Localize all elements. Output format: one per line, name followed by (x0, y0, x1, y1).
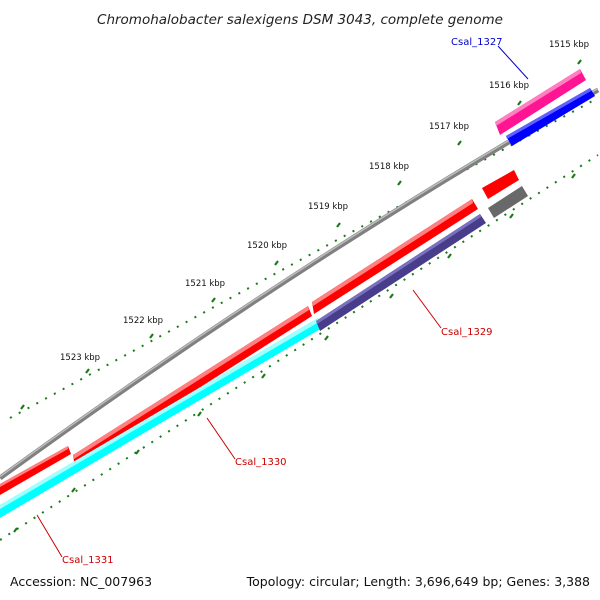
outer-minor-ticks (9, 97, 599, 419)
callout-line-csal-1329 (412, 289, 442, 329)
gene-feature-highlight (0, 318, 319, 509)
major-tick (517, 100, 522, 106)
major-tick (336, 222, 341, 228)
reverse-strand-genes (0, 186, 528, 518)
scale-label: 1517 kbp (429, 122, 469, 132)
gene-feature-highlight (316, 214, 481, 324)
gene-gray-feature[interactable] (488, 186, 528, 218)
major-tick (397, 180, 402, 186)
major-tick (571, 173, 576, 179)
gene-label-csal-1330[interactable]: Csal_1330 (235, 457, 287, 468)
gene-labels: Csal_1327 Csal_1329 Csal_1330 Csal_1331 (62, 37, 503, 566)
major-tick (85, 368, 90, 374)
scale-label: 1515 kbp (549, 40, 589, 50)
gene-feature[interactable] (0, 446, 71, 495)
outer-major-ticks (20, 59, 582, 410)
major-tick (457, 140, 462, 146)
gene-csal-1329-sense-feature[interactable] (312, 199, 478, 314)
scale-label: 1521 kbp (185, 279, 225, 289)
callout-line-csal-1330 (206, 417, 236, 460)
gene-feature-highlight (312, 199, 473, 306)
inner-tick-track (0, 154, 599, 541)
callout-line-csal-1331 (36, 514, 63, 558)
major-tick (197, 411, 202, 417)
gene-csal-1330-feature[interactable] (73, 306, 312, 467)
gene-feature-highlight (506, 88, 591, 139)
major-tick (20, 404, 25, 410)
gene-blue-feature[interactable] (506, 88, 595, 146)
major-tick (211, 297, 216, 303)
major-tick (149, 333, 154, 339)
backbone-line (0, 87, 600, 481)
gene-label-csal-1327[interactable]: Csal_1327 (451, 37, 503, 48)
genome-backbone (0, 87, 600, 481)
major-tick (274, 260, 279, 266)
major-tick (71, 487, 76, 493)
gene-navy-feature[interactable] (316, 214, 486, 331)
scale-label: 1518 kbp (369, 162, 409, 172)
forward-strand-genes (0, 69, 595, 495)
scale-labels: 1515 kbp 1516 kbp 1517 kbp 1518 kbp 1519… (60, 40, 589, 363)
outer-tick-track (9, 97, 599, 419)
gene-csal-1327-feature[interactable] (495, 69, 586, 135)
major-tick (509, 213, 514, 219)
callout-line-csal-1327 (497, 45, 529, 80)
gene-callouts (36, 45, 529, 558)
gene-csal-1331-feature[interactable] (0, 318, 322, 518)
major-tick (577, 59, 582, 65)
gene-feature-small[interactable] (482, 170, 519, 199)
gene-label-csal-1331[interactable]: Csal_1331 (62, 555, 114, 566)
scale-label: 1519 kbp (308, 202, 348, 212)
major-tick (324, 335, 329, 341)
scale-label: 1522 kbp (123, 316, 163, 326)
major-tick (135, 449, 140, 455)
major-tick (447, 253, 452, 259)
major-tick (389, 293, 394, 299)
scale-label: 1523 kbp (60, 353, 100, 363)
gene-feature-highlight (495, 69, 581, 126)
genome-summary-text: Topology: circular; Length: 3,696,649 bp… (246, 574, 590, 589)
gene-label-csal-1329[interactable]: Csal_1329 (441, 327, 493, 338)
map-title: Chromohalobacter salexigens DSM 3043, co… (97, 12, 503, 28)
gene-feature-highlight (73, 306, 309, 459)
major-tick (261, 373, 266, 379)
inner-minor-ticks (0, 154, 599, 541)
gene-feature-highlight (0, 446, 68, 487)
backbone-highlight (0, 87, 599, 478)
major-tick (13, 527, 18, 533)
scale-label: 1516 kbp (489, 81, 529, 91)
inner-major-ticks (13, 173, 576, 533)
scale-label: 1520 kbp (247, 241, 287, 251)
accession-text: Accession: NC_007963 (10, 574, 152, 589)
